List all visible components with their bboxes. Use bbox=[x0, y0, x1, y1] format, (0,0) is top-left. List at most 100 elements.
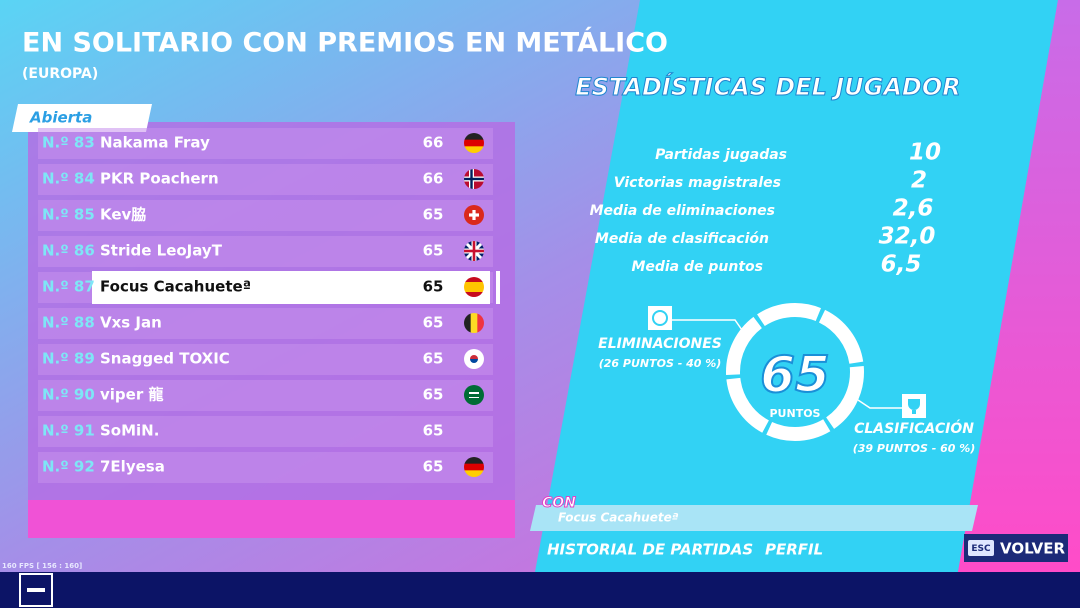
tab-history[interactable]: HISTORIAL DE PARTIDAS bbox=[547, 541, 753, 559]
leaderboard-footer bbox=[28, 500, 515, 538]
bottom-bar bbox=[0, 572, 1080, 608]
row-rank: N.º 88 bbox=[42, 314, 95, 332]
row-bg bbox=[38, 452, 493, 483]
flag-part bbox=[464, 470, 484, 477]
score-unit: PUNTOS bbox=[770, 407, 821, 420]
flag bbox=[464, 349, 484, 369]
row-points: 65 bbox=[423, 314, 444, 332]
row-bg bbox=[38, 380, 493, 411]
fps-counter: 160 FPS [ 156 : 160] bbox=[2, 562, 82, 570]
row-points: 65 bbox=[423, 458, 444, 476]
with-label: CON bbox=[542, 495, 576, 511]
stats-title: ESTADÍSTICAS DEL JUGADOR bbox=[575, 72, 961, 101]
row-points: 65 bbox=[423, 350, 444, 368]
flag-part bbox=[464, 282, 484, 288]
row-bg bbox=[38, 344, 493, 375]
flag bbox=[464, 241, 484, 261]
row-bg bbox=[38, 308, 493, 339]
flag bbox=[464, 457, 484, 477]
flag bbox=[464, 313, 484, 333]
row-name: Kev脇 bbox=[100, 206, 146, 224]
flag-part bbox=[472, 210, 476, 220]
stat-label: Victorias magistrales bbox=[614, 175, 781, 191]
accent-stripe bbox=[958, 0, 1080, 572]
stat-value: 6,5 bbox=[881, 252, 922, 278]
row-bg bbox=[38, 416, 493, 447]
title: EN SOLITARIO CON PREMIOS EN METÁLICO bbox=[22, 27, 668, 59]
with-bar bbox=[530, 505, 978, 531]
flag-part bbox=[470, 169, 473, 189]
stats-panel bbox=[535, 0, 1058, 572]
flag-part bbox=[469, 397, 479, 398]
row-rank: N.º 84 bbox=[42, 170, 95, 188]
leaderboard-rows: N.º 83 Nakama Fray 66 N.º 84 PKR Poachern 66 N… bbox=[38, 128, 500, 483]
elim-detail: (26 PUNTOS - 40 %) bbox=[599, 357, 722, 370]
row-points: 66 bbox=[423, 134, 444, 152]
stat-value: 2,6 bbox=[893, 196, 934, 222]
flag-part bbox=[464, 139, 484, 147]
tab-profile[interactable]: PERFIL bbox=[765, 541, 823, 559]
row-name: Vxs Jan bbox=[100, 314, 162, 332]
row-name: 7Elyesa bbox=[100, 458, 165, 476]
flag bbox=[464, 133, 484, 153]
flag-part bbox=[470, 313, 478, 333]
row-bg bbox=[38, 200, 493, 231]
elim-icon-mark bbox=[652, 310, 668, 326]
row-rank: N.º 83 bbox=[42, 134, 95, 152]
subtitle: (EUROPA) bbox=[22, 66, 98, 82]
row-points: 65 bbox=[423, 386, 444, 404]
back-label[interactable]: VOLVER bbox=[1000, 540, 1065, 558]
row-bg bbox=[38, 128, 493, 159]
row-bg bbox=[38, 164, 493, 195]
stat-label: Media de puntos bbox=[631, 259, 763, 275]
tab[interactable] bbox=[12, 104, 152, 132]
flag-part bbox=[464, 146, 484, 153]
row-rank: N.º 92 bbox=[42, 458, 95, 476]
stat-value: 10 bbox=[909, 140, 941, 166]
flag-part bbox=[469, 392, 479, 394]
flag-part bbox=[464, 313, 472, 333]
row-points: 65 bbox=[423, 278, 444, 296]
row-rank: N.º 89 bbox=[42, 350, 95, 368]
stats-list: Partidas jugadas 10 Victorias magistrales 2… bbox=[590, 140, 941, 278]
row-highlight bbox=[92, 271, 490, 304]
row-points: 65 bbox=[423, 422, 444, 440]
stat-label: Media de clasificación bbox=[595, 231, 769, 247]
row-rank: N.º 91 bbox=[42, 422, 95, 440]
flag-part bbox=[470, 359, 478, 363]
elim-label: ELIMINACIONES bbox=[598, 336, 722, 352]
row-rank: N.º 90 bbox=[42, 386, 95, 404]
row-points: 65 bbox=[423, 242, 444, 260]
row-rank: N.º 87 bbox=[42, 278, 95, 296]
tab-label[interactable]: Abierta bbox=[29, 109, 92, 127]
stat-value: 32,0 bbox=[879, 224, 936, 250]
menu-icon bbox=[27, 588, 45, 592]
key-label: ESC bbox=[971, 544, 991, 554]
row-name: PKR Poachern bbox=[100, 170, 219, 188]
row-rank: N.º 86 bbox=[42, 242, 95, 260]
row-bg bbox=[38, 236, 493, 267]
row-rank: N.º 85 bbox=[42, 206, 95, 224]
flag-part bbox=[464, 463, 484, 471]
flag-part bbox=[464, 385, 484, 405]
flag-part bbox=[464, 292, 484, 297]
flag bbox=[464, 169, 484, 189]
row-name: Focus Cacahueteª bbox=[100, 278, 251, 296]
place-label: CLASIFICACIÓN bbox=[854, 419, 974, 437]
row-name: Snagged TOXIC bbox=[100, 350, 230, 368]
flag bbox=[464, 205, 484, 225]
score-ring bbox=[726, 303, 864, 441]
place-icon-mark bbox=[908, 399, 920, 414]
menu-button[interactable] bbox=[19, 573, 53, 607]
flag-part bbox=[472, 241, 476, 261]
flag-part bbox=[477, 313, 484, 333]
row-points: 65 bbox=[423, 206, 444, 224]
row-name: viper 龍 bbox=[100, 386, 163, 404]
stat-label: Partidas jugadas bbox=[655, 147, 787, 163]
place-detail: (39 PUNTOS - 60 %) bbox=[853, 442, 976, 455]
flag-part bbox=[470, 355, 478, 359]
row-name: SoMiN. bbox=[100, 422, 159, 440]
row-name: Stride LeoJayT bbox=[100, 242, 223, 260]
place-connector bbox=[857, 399, 902, 409]
